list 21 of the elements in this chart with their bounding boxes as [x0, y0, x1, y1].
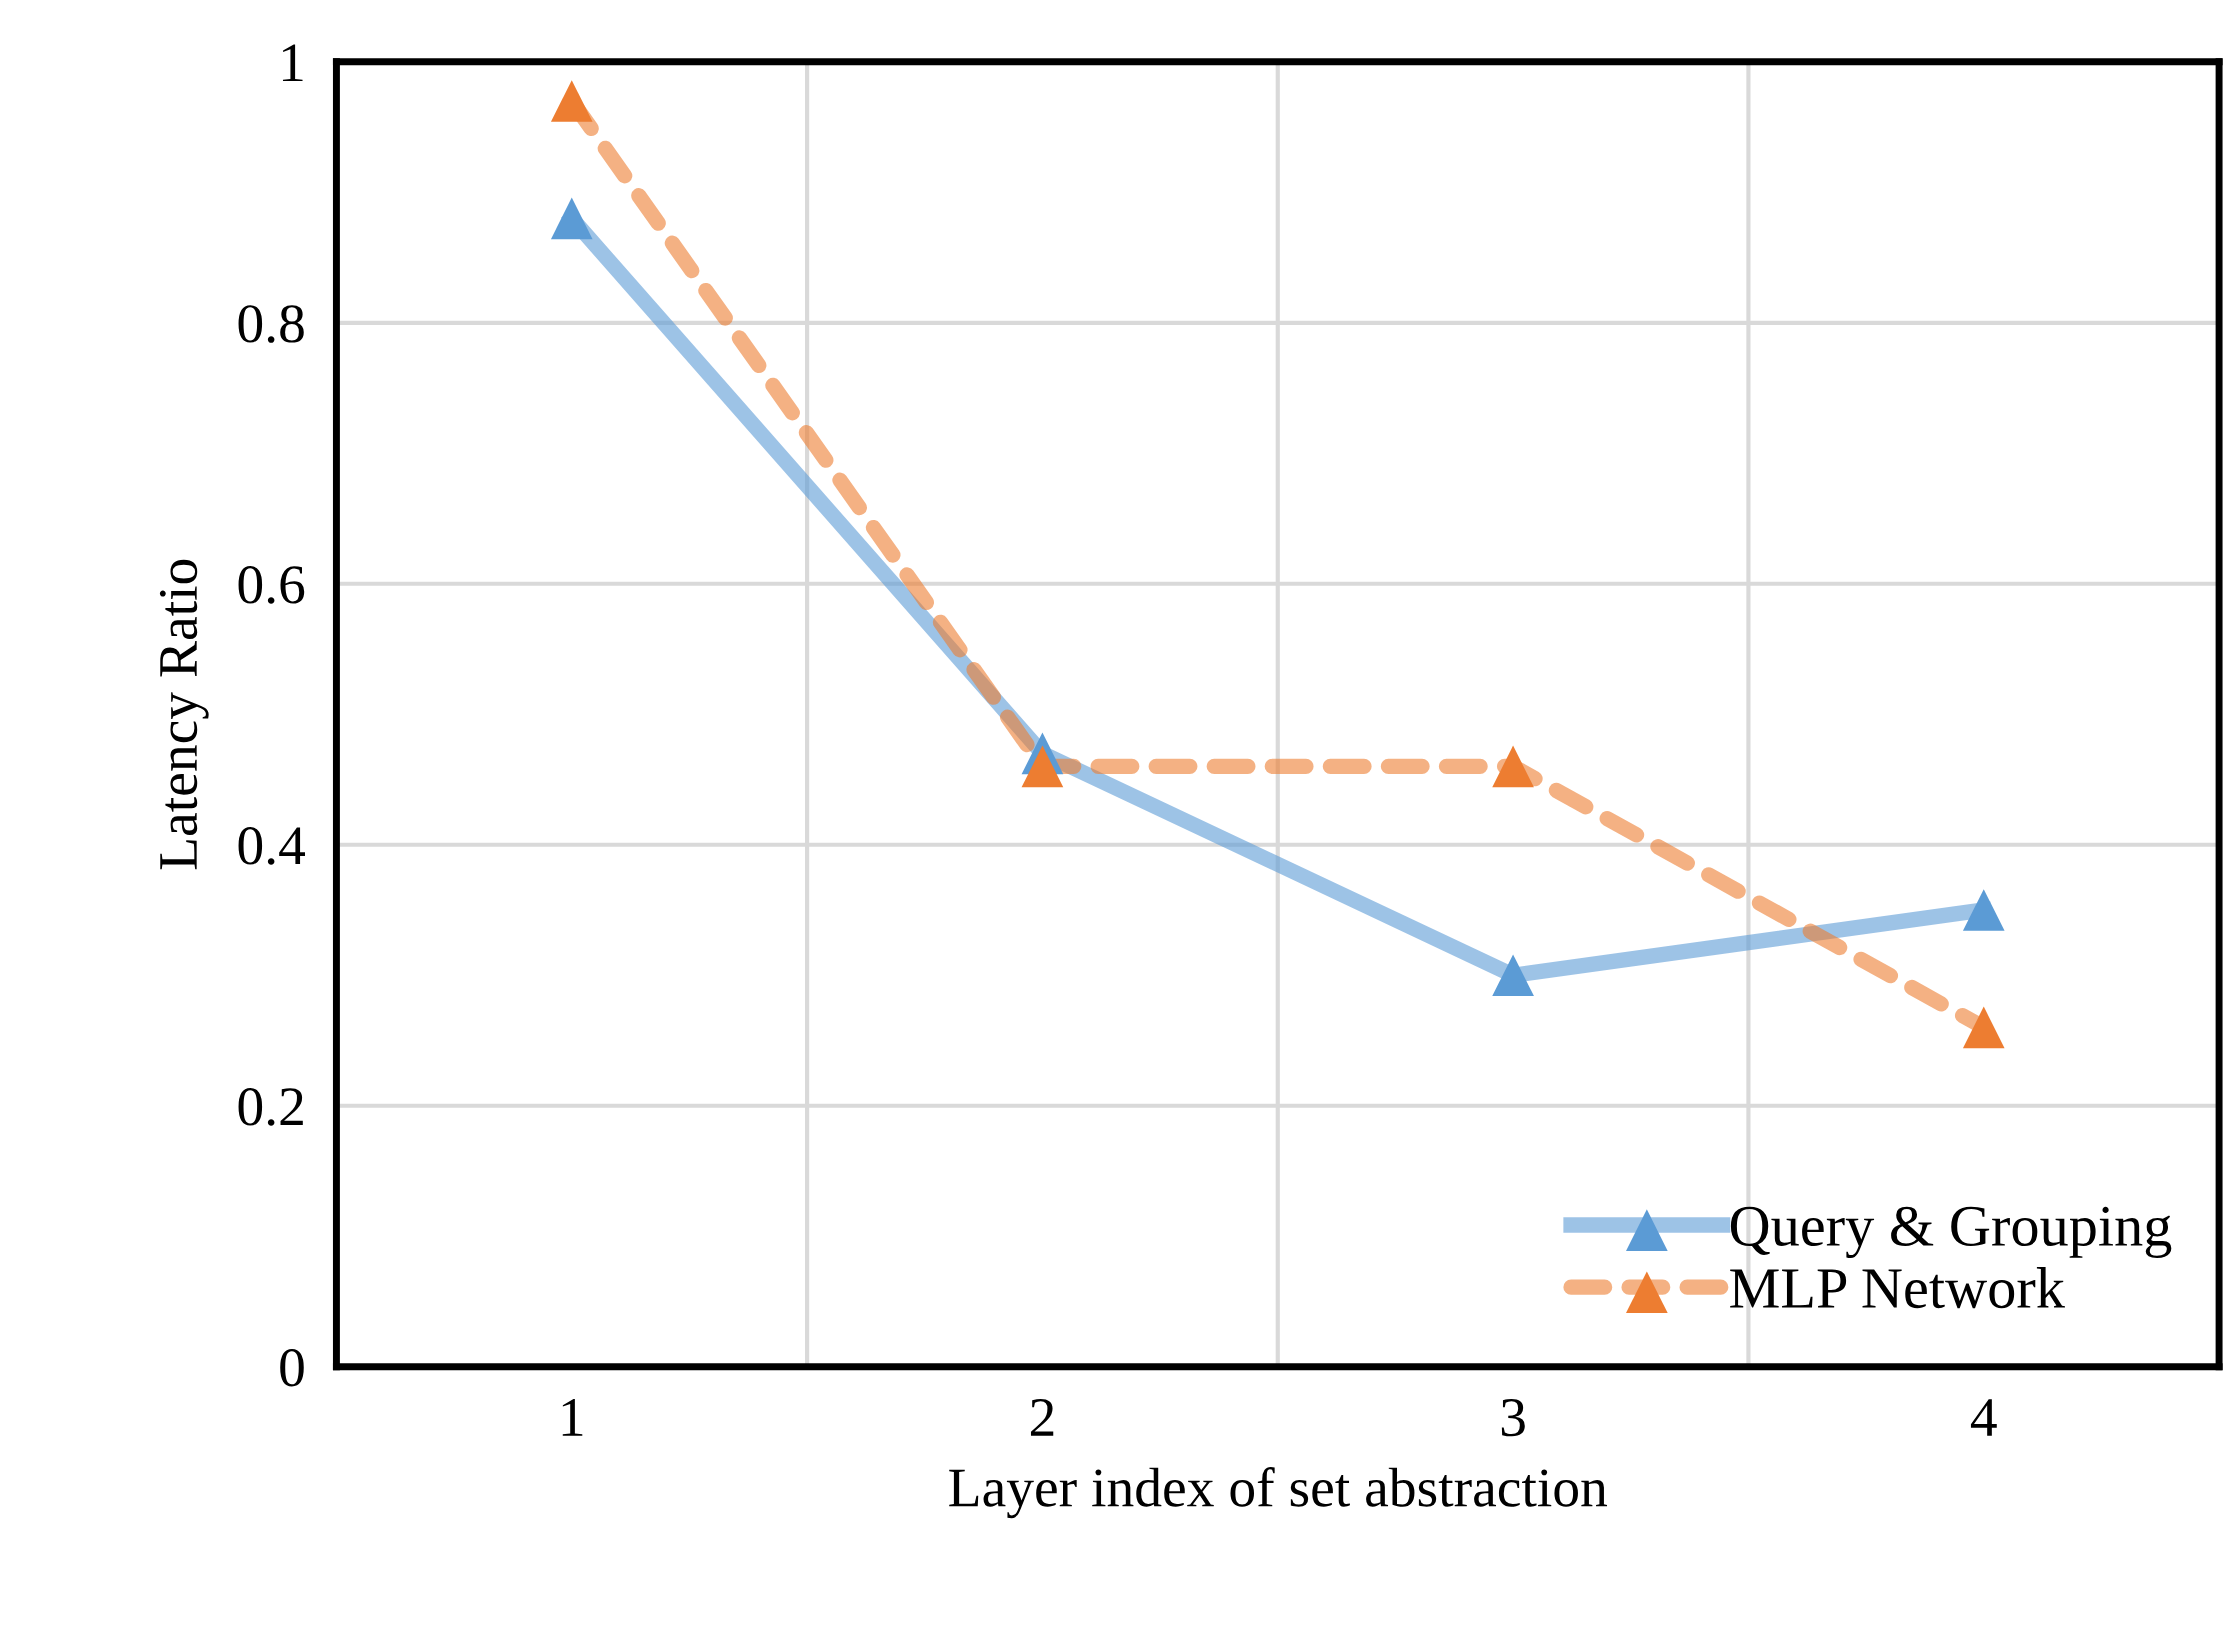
legend-label: Query & Grouping: [1730, 1206, 2172, 1259]
x-axis-title: Layer index of set abstraction: [949, 1467, 1608, 1519]
point: [1962, 889, 2005, 931]
y-tick-label: 0: [280, 1349, 304, 1387]
legend-label: MLP Network: [1730, 1267, 2065, 1309]
y-tick-label: 0.4: [238, 827, 305, 865]
point: [550, 197, 593, 240]
x-tick-label: 1: [562, 1399, 583, 1436]
x-tick-label: 3: [1501, 1399, 1525, 1437]
y-tick-label: 0.8: [238, 305, 304, 343]
y-tick-label: 0.6: [238, 566, 305, 604]
y-tick-label: 0.2: [238, 1088, 303, 1126]
y-axis-title: Latency Ratio: [159, 559, 209, 870]
x-tick-label: 4: [1970, 1399, 1997, 1436]
point: [550, 80, 593, 122]
point: [1492, 954, 1534, 997]
x-tick-label: 2: [1030, 1399, 1054, 1436]
y-tick-label: 1: [282, 44, 303, 82]
point: [1021, 745, 1064, 788]
point: [1492, 745, 1534, 788]
point: [1962, 1006, 2005, 1049]
